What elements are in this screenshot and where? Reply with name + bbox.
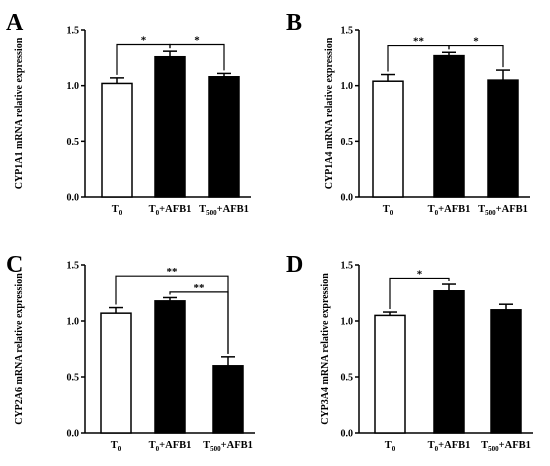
- y-tick-label: 1.5: [341, 26, 354, 37]
- bar: [154, 300, 186, 434]
- y-tick-label: 1.0: [341, 317, 354, 328]
- significance-label: **: [413, 36, 425, 48]
- bar: [374, 314, 406, 434]
- panel-letter: D: [286, 252, 303, 278]
- x-tick-label: T500+AFB1: [203, 440, 253, 453]
- x-tick-label: T0+AFB1: [149, 204, 192, 217]
- x-tick-label: T0+AFB1: [428, 440, 471, 453]
- y-tick-label: 0.0: [67, 193, 80, 204]
- y-tick-label: 0.5: [341, 137, 354, 148]
- bar: [433, 290, 465, 434]
- y-tick-label: 0.5: [341, 373, 354, 384]
- panel-letter: A: [6, 10, 24, 36]
- y-tick-label: 0.5: [67, 373, 80, 384]
- significance-label: *: [473, 36, 479, 48]
- y-axis-label: CYP1A1 mRNA relative expression: [14, 37, 25, 189]
- x-tick-label: T0+AFB1: [149, 440, 192, 453]
- y-tick-label: 0.0: [67, 429, 80, 440]
- bar: [101, 82, 133, 198]
- x-tick-label: T500+AFB1: [199, 204, 249, 217]
- y-tick-label: 1.5: [67, 26, 80, 37]
- significance-label: *: [417, 268, 423, 280]
- significance-label: *: [141, 34, 147, 46]
- chart-panel-d: D CYP3A4 mRNA relative expression 0.0 0.5 1.…: [286, 252, 533, 453]
- significance-label: *: [194, 34, 200, 46]
- bar: [154, 55, 186, 198]
- x-tick-label: T500+AFB1: [481, 440, 531, 453]
- x-tick-label: T500+AFB1: [478, 204, 528, 217]
- significance-bracket: [169, 43, 225, 71]
- significance-label: **: [167, 266, 179, 278]
- significance-label: **: [194, 282, 206, 294]
- y-tick-label: 1.5: [341, 261, 354, 272]
- x-tick-label: T0: [383, 204, 394, 217]
- y-tick-label: 1.0: [341, 81, 354, 92]
- y-tick-label: 1.5: [67, 261, 80, 272]
- panel-letter: B: [286, 10, 302, 36]
- x-tick-label: T0: [112, 204, 123, 217]
- bar: [490, 309, 522, 434]
- bar: [212, 365, 244, 434]
- x-tick-label: T0+AFB1: [428, 204, 471, 217]
- y-axis-label: CYP2A6 mRNA relative expression: [14, 273, 25, 425]
- bar: [100, 312, 132, 434]
- x-tick-label: T0: [385, 440, 396, 453]
- y-tick-label: 0.5: [67, 137, 80, 148]
- y-tick-label: 1.0: [67, 317, 80, 328]
- significance-bracket: [448, 44, 504, 68]
- y-tick-label: 0.0: [341, 193, 354, 204]
- bar: [372, 80, 404, 198]
- x-tick-label: T0: [111, 440, 122, 453]
- y-tick-label: 1.0: [67, 81, 80, 92]
- bar: [433, 54, 465, 198]
- significance-bracket: [169, 291, 229, 354]
- chart-panel-b: B CYP1A4 mRNA relative expression 0.0 0.5 1.…: [286, 10, 530, 217]
- bar: [487, 79, 519, 198]
- panel-letter: C: [6, 252, 23, 278]
- bar: [208, 76, 240, 198]
- y-axis-label: CYP1A4 mRNA relative expression: [324, 37, 335, 189]
- y-tick-label: 0.0: [341, 429, 354, 440]
- significance-bracket: [389, 277, 450, 310]
- y-axis-label: CYP3A4 mRNA relative expression: [320, 273, 331, 425]
